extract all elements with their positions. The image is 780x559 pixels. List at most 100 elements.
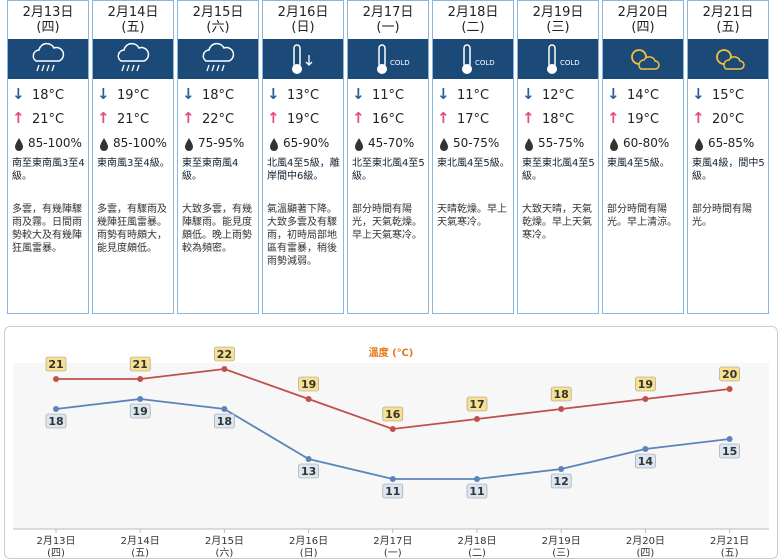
droplet-icon bbox=[15, 138, 23, 151]
droplet-icon bbox=[185, 138, 193, 151]
humidity: 45-70% bbox=[368, 136, 415, 150]
cloud bbox=[202, 42, 235, 62]
weekday: (四) bbox=[631, 20, 655, 35]
value-label: 11 bbox=[469, 485, 484, 498]
rain-drop bbox=[216, 64, 220, 72]
x-tick-weekday: (二) bbox=[468, 548, 486, 559]
weekday: (一) bbox=[376, 20, 400, 35]
down-arrow: ↓ bbox=[182, 85, 195, 103]
weather: 大致多雲，有幾陣驟雨。能見度頗低。晚上雨勢較為頻密。 bbox=[182, 204, 252, 254]
value-label-box bbox=[45, 356, 67, 372]
date-header: 2月20日 (四) bbox=[603, 1, 683, 35]
thermometer bbox=[463, 44, 471, 68]
x-tick-weekday: (五) bbox=[131, 548, 149, 559]
temp-point bbox=[642, 446, 649, 452]
rain-drop bbox=[121, 64, 125, 72]
thermometer bbox=[378, 44, 386, 68]
day-card: 2月19日 (三) COLD ↓ 12°C ↑ 18°C 55-75% 東至東北風4至5級。 大致… bbox=[517, 0, 599, 314]
day-card: 2月13日 (四) ↓ 18°C ↑ 21°C 85-100% 南至東南風3至4級。 多雲，有幾… bbox=[7, 0, 89, 314]
max-temp: 22°C bbox=[202, 112, 235, 127]
thermometer-bulb bbox=[547, 64, 557, 74]
up-arrow: ↑ bbox=[437, 109, 450, 127]
day-card: 2月20日 (四) ↓ 14°C ↑ 19°C 60-80% 東風4至5級。 部分時間有陽光。早… bbox=[602, 0, 684, 314]
down-arrow: ↓ bbox=[437, 85, 450, 103]
value-label: 21 bbox=[48, 358, 63, 371]
value-label-box bbox=[129, 403, 151, 419]
date: 2月16日 bbox=[277, 5, 329, 20]
value-label: 22 bbox=[217, 348, 232, 361]
weekday: (二) bbox=[461, 20, 485, 35]
weekday: (五) bbox=[716, 20, 740, 35]
value-label-box bbox=[298, 463, 319, 479]
temp-point bbox=[558, 466, 565, 472]
date: 2月15日 bbox=[192, 5, 244, 20]
max-temp: 20°C bbox=[712, 112, 745, 127]
down-arrow: ↓ bbox=[692, 85, 705, 103]
droplet bbox=[525, 138, 533, 151]
up-arrow: ↑ bbox=[182, 109, 195, 127]
weather-icon bbox=[32, 42, 65, 72]
cloud bbox=[723, 56, 745, 70]
weekday: (五) bbox=[121, 20, 145, 35]
x-tick-label: 2月21日 bbox=[710, 535, 749, 547]
down-arrow: ↓ bbox=[607, 85, 620, 103]
value-label-box bbox=[550, 386, 572, 402]
weather-icon bbox=[117, 42, 150, 72]
wind: 東南風3至4級。 bbox=[97, 158, 170, 169]
weekday: (四) bbox=[36, 20, 60, 35]
value-label-box bbox=[719, 366, 740, 382]
down-arrow: ↓ bbox=[352, 85, 365, 103]
humidity: 75-95% bbox=[198, 136, 245, 150]
value-label-box bbox=[382, 406, 404, 422]
rain-drop bbox=[136, 64, 140, 72]
day-card: 2月14日 (五) ↓ 19°C ↑ 21°C 85-100% 東南風3至4級。 多雲，有驟雨及… bbox=[92, 0, 174, 314]
temp-point bbox=[221, 406, 228, 412]
humidity: 65-85% bbox=[708, 136, 755, 150]
value-label: 19 bbox=[638, 378, 653, 391]
temp-point bbox=[389, 476, 396, 482]
x-tick-weekday: (四) bbox=[47, 548, 65, 559]
droplet bbox=[695, 138, 703, 151]
day-card: 2月17日 (一) COLD ↓ 11°C ↑ 16°C 45-70% 北至東北風4至5級。 部分… bbox=[347, 0, 429, 314]
x-tick-weekday: (一) bbox=[384, 548, 402, 559]
temp-point bbox=[558, 406, 565, 412]
rain-drop bbox=[206, 64, 210, 72]
droplet bbox=[185, 138, 193, 151]
droplet bbox=[100, 138, 108, 151]
down-arrow: ↓ bbox=[12, 85, 25, 103]
value-label: 16 bbox=[385, 408, 401, 421]
value-label: 11 bbox=[385, 485, 400, 498]
icon-label: COLD bbox=[475, 59, 495, 67]
rain-drop bbox=[41, 64, 45, 72]
date-header: 2月15日 (六) bbox=[178, 1, 258, 35]
x-tick-label: 2月19日 bbox=[542, 535, 581, 547]
droplet bbox=[440, 138, 448, 151]
rain-drop bbox=[131, 64, 135, 72]
wind: 北至東北風4至5級。 bbox=[352, 158, 425, 182]
icon-band: COLD bbox=[348, 39, 428, 79]
rain-drop bbox=[211, 64, 215, 72]
thermometer-bulb bbox=[377, 64, 387, 74]
value-label-box bbox=[214, 346, 235, 362]
value-label-box bbox=[382, 483, 404, 499]
up-arrow: ↑ bbox=[692, 109, 705, 127]
weather-icon: COLD bbox=[377, 44, 410, 74]
day-card: 2月15日 (六) ↓ 18°C ↑ 22°C 75-95% 東至東南風4級。 大致多雲，有幾陣… bbox=[177, 0, 259, 314]
temp-point bbox=[137, 376, 144, 382]
up-arrow: ↑ bbox=[12, 109, 25, 127]
value-label: 19 bbox=[301, 378, 316, 391]
value-label-box bbox=[719, 443, 740, 459]
up-arrow: ↑ bbox=[352, 109, 365, 127]
x-tick-label: 2月18日 bbox=[457, 535, 496, 547]
value-label: 19 bbox=[133, 405, 148, 418]
down-arrow bbox=[305, 55, 313, 66]
droplet bbox=[610, 138, 618, 151]
up-arrow: ↑ bbox=[97, 109, 110, 127]
wind: 北風4至5級，離岸間中6級。 bbox=[267, 158, 340, 182]
humidity: 55-75% bbox=[538, 136, 585, 150]
temp-point bbox=[474, 476, 480, 482]
icon-band bbox=[688, 39, 768, 79]
value-label-box bbox=[466, 396, 488, 412]
weather: 多雲，有驟雨及幾陣狂風雷暴。雨勢有時頗大，能見度頗低。 bbox=[97, 204, 167, 254]
thermometer bbox=[293, 44, 301, 68]
